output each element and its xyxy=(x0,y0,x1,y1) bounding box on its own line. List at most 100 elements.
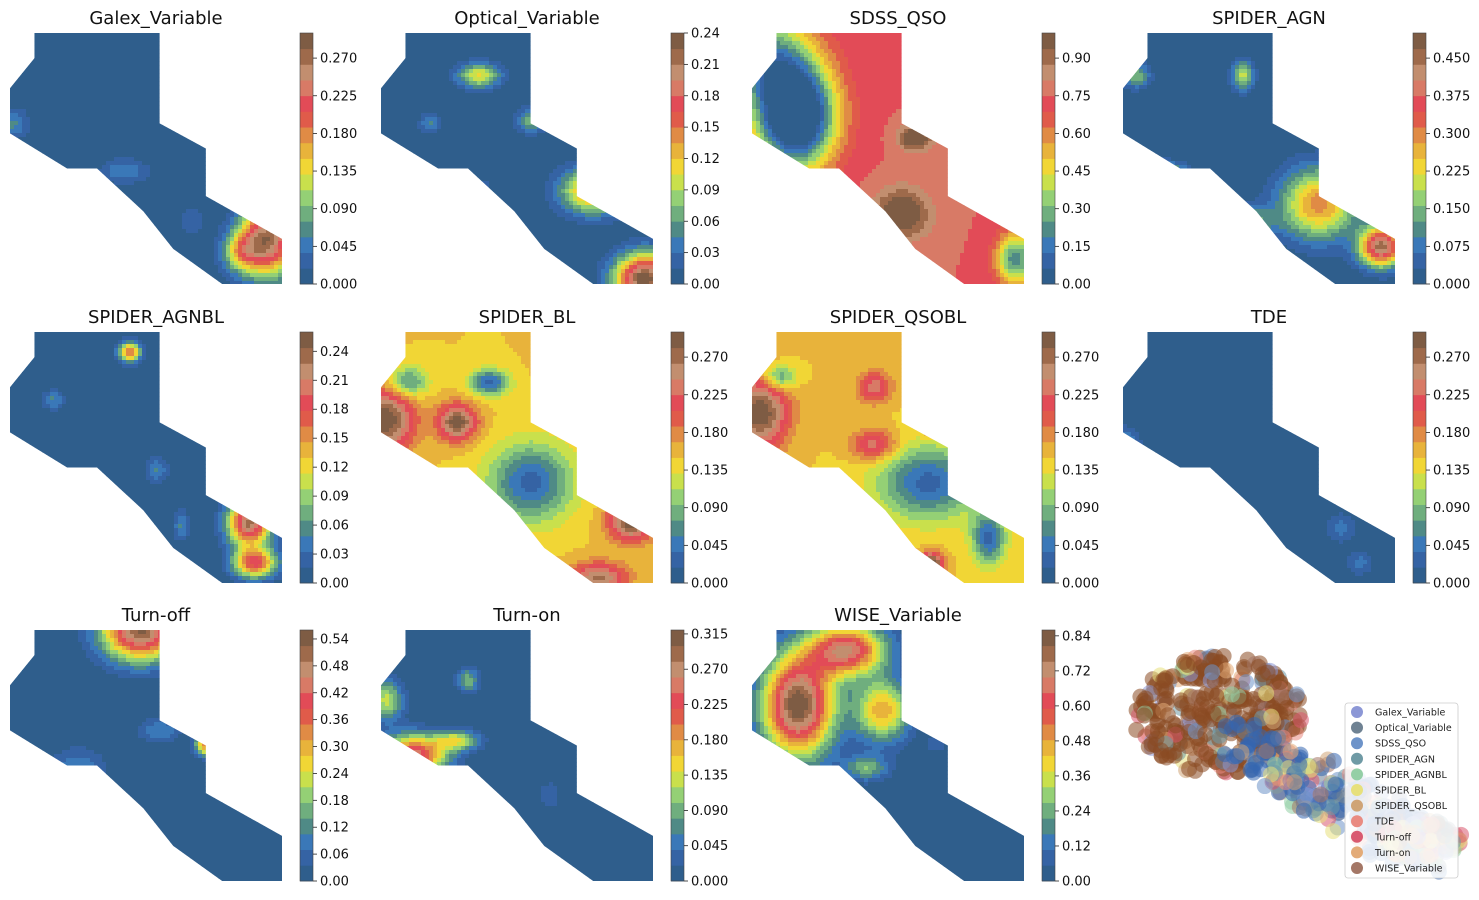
legend-label: TDE xyxy=(1374,817,1394,828)
colorbar-tick-label: 0.75 xyxy=(1062,89,1091,104)
colorbar-tick-label: 0.045 xyxy=(1062,539,1099,554)
colorbar-tick-label: 0.24 xyxy=(1062,804,1091,819)
panel-title: WISE_Variable xyxy=(834,605,962,626)
colorbar: 0.000 0.075 0.150 0.225 0.300 0.375 0.450 xyxy=(1412,32,1470,293)
colorbar-tick-label: 0.21 xyxy=(320,374,349,389)
colorbar-tick-label: 0.48 xyxy=(320,659,349,674)
colorbar-tick-label: 0.60 xyxy=(1062,127,1091,142)
colorbar-tick-label: 0.270 xyxy=(691,351,728,366)
colorbar-tick-label: 0.18 xyxy=(691,89,720,104)
colorbar-tick-label: 0.135 xyxy=(691,769,728,784)
colorbar-tick-label: 0.090 xyxy=(691,804,728,819)
colorbar: 0.000 0.045 0.090 0.135 0.180 0.225 0.270 xyxy=(1041,331,1099,592)
colorbar: 0.00 0.03 0.06 0.09 0.12 0.15 0.18 0.21 0.24 xyxy=(299,331,349,592)
legend-label: WISE_Variable xyxy=(1375,864,1443,875)
colorbar-tick-label: 0.180 xyxy=(320,127,357,142)
contour-field xyxy=(752,332,1024,583)
panel-spider-agnbl: SPIDER_AGNBL 0.00 0.03 0.06 0.09 0.12 0.15 0.18… xyxy=(10,307,349,592)
legend-item: SPIDER_AGN xyxy=(1351,752,1435,765)
colorbar-tick-label: 0.36 xyxy=(1062,769,1091,784)
colorbar-tick-label: 0.135 xyxy=(1062,464,1099,479)
panel-title: Optical_Variable xyxy=(454,8,599,29)
colorbar-tick-label: 0.375 xyxy=(1433,89,1470,104)
colorbar-tick-label: 0.225 xyxy=(1433,388,1470,403)
legend-marker xyxy=(1351,768,1363,781)
scatter-panel: Galex_Variable Optical_Variable SDSS_QSO SP… xyxy=(1128,648,1470,880)
colorbar-tick-label: 0.54 xyxy=(320,632,349,647)
colorbar-tick-label: 0.000 xyxy=(1433,278,1470,293)
contour-field xyxy=(10,33,282,284)
colorbar-tick-label: 0.45 xyxy=(1062,165,1091,180)
panel-title: TDE xyxy=(1250,307,1287,328)
colorbar: 0.00 0.15 0.30 0.45 0.60 0.75 0.90 xyxy=(1041,32,1091,293)
legend-marker xyxy=(1351,706,1363,718)
colorbar-tick-label: 0.090 xyxy=(1062,501,1099,516)
contour-field xyxy=(752,630,1024,881)
colorbar-tick-label: 0.72 xyxy=(1062,664,1091,679)
colorbar-tick-label: 0.270 xyxy=(1062,351,1099,366)
colorbar-tick-label: 0.48 xyxy=(1062,734,1091,749)
legend-marker xyxy=(1351,830,1363,843)
legend-item: Turn-off xyxy=(1351,830,1412,843)
legend-item: SPIDER_AGNBL xyxy=(1351,768,1448,781)
colorbar-tick-label: 0.36 xyxy=(320,713,349,728)
legend-marker xyxy=(1351,815,1363,828)
contour-field xyxy=(752,33,1024,284)
panel-title: SPIDER_AGNBL xyxy=(88,307,224,328)
colorbar-tick-label: 0.180 xyxy=(691,426,728,441)
colorbar-tick-label: 0.090 xyxy=(691,501,728,516)
colorbar-tick-label: 0.045 xyxy=(320,240,357,255)
panel-title: SDSS_QSO xyxy=(850,8,947,29)
contour-field xyxy=(381,332,653,583)
legend-label: SDSS_QSO xyxy=(1375,739,1426,750)
colorbar-tick-label: 0.180 xyxy=(1433,426,1470,441)
legend-item: SPIDER_QSOBL xyxy=(1351,799,1448,812)
panel-turn-on: Turn-on 0.000 0.045 0.090 0.135 0.180 0.225 0.2… xyxy=(381,605,728,890)
contour-field xyxy=(1123,332,1395,583)
colorbar-tick-label: 0.18 xyxy=(320,794,349,809)
legend-label: Optical_Variable xyxy=(1375,723,1452,734)
colorbar-tick-label: 0.15 xyxy=(691,121,720,136)
colorbar-tick-label: 0.03 xyxy=(320,548,349,563)
colorbar: 0.00 0.12 0.24 0.36 0.48 0.60 0.72 0.84 xyxy=(1041,629,1091,890)
panel-optical-variable: Optical_Variable 0.00 0.03 0.06 0.09 0.12 0.15… xyxy=(381,8,720,293)
colorbar-tick-label: 0.180 xyxy=(1062,426,1099,441)
legend-label: Galex_Variable xyxy=(1375,708,1445,719)
legend-item: SDSS_QSO xyxy=(1351,737,1426,750)
contour-field xyxy=(1123,33,1395,284)
colorbar-tick-label: 0.045 xyxy=(691,839,728,854)
legend-marker xyxy=(1351,862,1363,874)
legend-item: Turn-on xyxy=(1351,846,1411,859)
panel-title: SPIDER_QSOBL xyxy=(830,307,966,328)
panel-turn-off: Turn-off 0.00 0.06 0.12 0.18 0.24 0.30 0.36 0.42… xyxy=(10,605,349,890)
colorbar-tick-label: 0.24 xyxy=(691,27,720,42)
panel-spider-bl: SPIDER_BL0.0000.0450.0900.1350.1800.2250… xyxy=(381,307,728,592)
legend-marker xyxy=(1351,737,1363,750)
colorbar: 0.000 0.045 0.090 0.135 0.180 0.225 0.270 xyxy=(299,32,357,293)
colorbar-tick-label: 0.15 xyxy=(1062,240,1091,255)
contour-field xyxy=(381,630,653,881)
colorbar: 0.00 0.03 0.06 0.09 0.12 0.15 0.18 0.21 0.24 xyxy=(670,27,720,293)
colorbar-tick-label: 0.24 xyxy=(320,345,349,360)
legend-item: TDE xyxy=(1351,815,1394,828)
colorbar-tick-label: 0.090 xyxy=(320,202,357,217)
legend-marker xyxy=(1351,721,1363,734)
colorbar-tick-label: 0.15 xyxy=(320,432,349,447)
legend-label: SPIDER_BL xyxy=(1375,786,1427,797)
colorbar-tick-label: 0.30 xyxy=(1062,202,1091,217)
panel-galex-variable: Galex_Variable0.0000.0450.0900.1350.1800… xyxy=(10,8,357,293)
colorbar-tick-label: 0.135 xyxy=(320,165,357,180)
panel-sdss-qso: SDSS_QSO 0.00 0.15 0.30 0.45 0.60 0.75 0.90 xyxy=(752,8,1091,293)
colorbar-tick-label: 0.150 xyxy=(1433,202,1470,217)
panel-wise-variable: WISE_Variable 0.00 0.12 0.24 0.36 0.48 0.60 0.7… xyxy=(752,605,1091,890)
colorbar-tick-label: 0.225 xyxy=(691,388,728,403)
legend-label: Turn-off xyxy=(1374,832,1412,843)
colorbar-tick-label: 0.00 xyxy=(1062,278,1091,293)
colorbar-tick-label: 0.135 xyxy=(691,464,728,479)
colorbar-tick-label: 0.60 xyxy=(1062,699,1091,714)
colorbar-tick-label: 0.225 xyxy=(1062,388,1099,403)
colorbar-tick-label: 0.000 xyxy=(691,875,728,890)
legend-item: SPIDER_BL xyxy=(1351,784,1427,797)
colorbar: 0.000 0.045 0.090 0.135 0.180 0.225 0.270 0.315 xyxy=(670,627,728,890)
